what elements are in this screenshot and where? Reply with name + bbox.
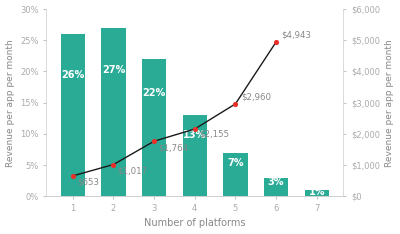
Bar <box>142 59 166 196</box>
Point <box>192 127 198 131</box>
Text: 1%: 1% <box>308 186 325 197</box>
Text: 27%: 27% <box>102 65 125 75</box>
Point <box>151 139 157 143</box>
Bar <box>264 178 288 196</box>
Point <box>273 40 279 44</box>
Text: 26%: 26% <box>61 69 84 80</box>
Point <box>110 163 117 166</box>
Text: 22%: 22% <box>142 88 166 98</box>
Text: $2,960: $2,960 <box>241 92 271 101</box>
Text: 13%: 13% <box>183 130 206 140</box>
Bar <box>223 153 248 196</box>
X-axis label: Number of platforms: Number of platforms <box>144 219 246 228</box>
Text: 3%: 3% <box>268 177 284 187</box>
Bar <box>182 115 207 196</box>
Text: $653: $653 <box>77 178 99 187</box>
Y-axis label: Revenue per app per month: Revenue per app per month <box>386 39 394 167</box>
Text: $1,017: $1,017 <box>118 167 148 176</box>
Text: $4,943: $4,943 <box>282 30 312 39</box>
Point <box>70 174 76 178</box>
Y-axis label: Revenue per app per month: Revenue per app per month <box>6 39 14 167</box>
Bar <box>101 28 126 196</box>
Bar <box>304 190 329 196</box>
Text: 7%: 7% <box>227 158 244 168</box>
Text: $2,155: $2,155 <box>199 130 229 139</box>
Bar <box>61 34 85 196</box>
Text: $1,764: $1,764 <box>158 143 188 152</box>
Point <box>232 102 239 106</box>
